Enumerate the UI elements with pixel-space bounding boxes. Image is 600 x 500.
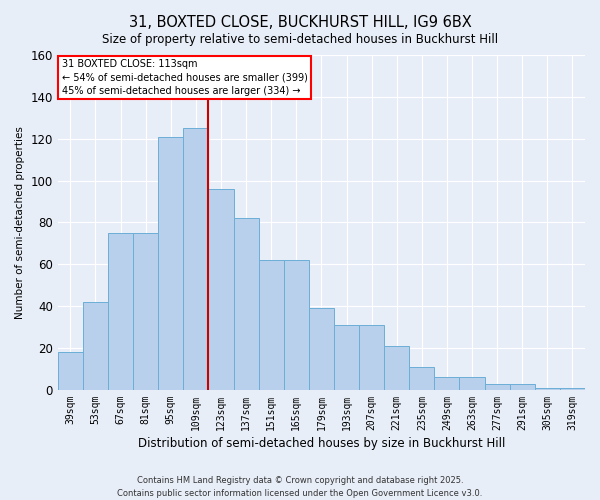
Bar bbox=[133, 233, 158, 390]
Bar bbox=[434, 378, 460, 390]
Bar bbox=[108, 233, 133, 390]
Bar bbox=[83, 302, 108, 390]
Bar bbox=[535, 388, 560, 390]
Bar bbox=[58, 352, 83, 390]
Bar bbox=[334, 325, 359, 390]
Bar bbox=[384, 346, 409, 390]
Bar bbox=[284, 260, 309, 390]
Text: 31, BOXTED CLOSE, BUCKHURST HILL, IG9 6BX: 31, BOXTED CLOSE, BUCKHURST HILL, IG9 6B… bbox=[128, 15, 472, 30]
Bar bbox=[233, 218, 259, 390]
Bar bbox=[460, 378, 485, 390]
Text: 31 BOXTED CLOSE: 113sqm
← 54% of semi-detached houses are smaller (399)
45% of s: 31 BOXTED CLOSE: 113sqm ← 54% of semi-de… bbox=[62, 59, 307, 96]
Bar bbox=[560, 388, 585, 390]
Bar bbox=[359, 325, 384, 390]
Bar bbox=[259, 260, 284, 390]
Bar bbox=[208, 189, 233, 390]
Bar bbox=[158, 136, 184, 390]
Bar bbox=[184, 128, 208, 390]
X-axis label: Distribution of semi-detached houses by size in Buckhurst Hill: Distribution of semi-detached houses by … bbox=[138, 437, 505, 450]
Bar bbox=[309, 308, 334, 390]
Bar bbox=[509, 384, 535, 390]
Text: Contains HM Land Registry data © Crown copyright and database right 2025.
Contai: Contains HM Land Registry data © Crown c… bbox=[118, 476, 482, 498]
Bar bbox=[485, 384, 509, 390]
Bar bbox=[409, 367, 434, 390]
Text: Size of property relative to semi-detached houses in Buckhurst Hill: Size of property relative to semi-detach… bbox=[102, 32, 498, 46]
Y-axis label: Number of semi-detached properties: Number of semi-detached properties bbox=[15, 126, 25, 319]
